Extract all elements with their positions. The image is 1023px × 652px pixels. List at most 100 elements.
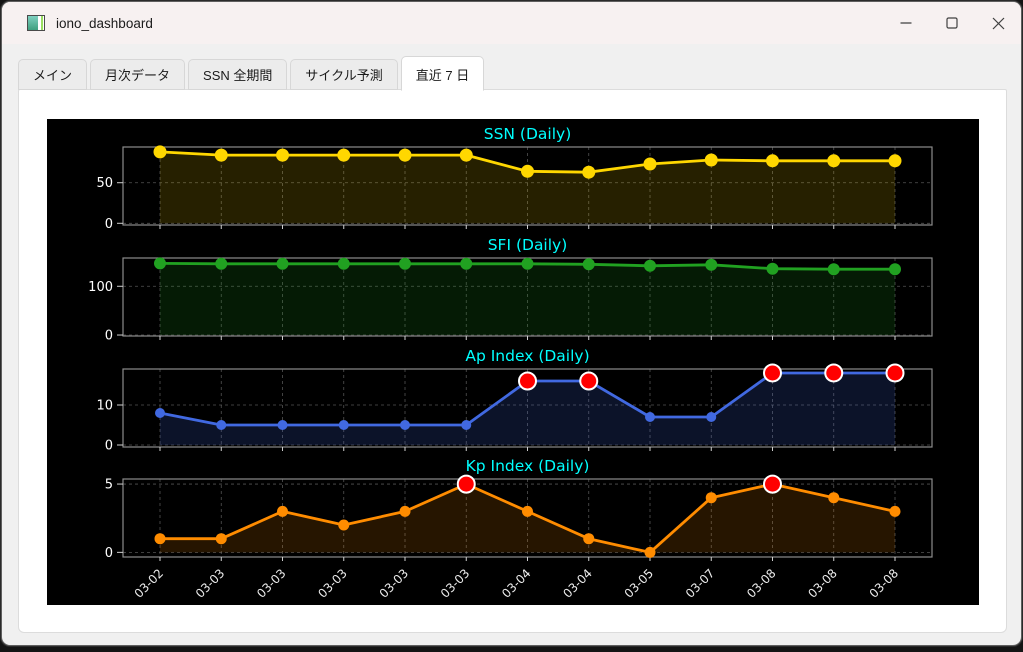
x-tick-label: 03-08 [744, 566, 779, 601]
chart-kp-index-daily: 0 5 Kp Index (Daily) 03-02 03-03 03-03 03-03 03… [105, 457, 933, 601]
minimize-button[interactable] [883, 2, 929, 44]
data-marker [644, 259, 656, 272]
data-marker [766, 262, 779, 275]
tab-monthly-data[interactable]: 月次データ [90, 59, 186, 90]
data-marker [888, 154, 902, 168]
x-tick-label: 03-03 [315, 566, 350, 601]
x-tick-label: 03-03 [377, 566, 412, 601]
x-tick-label: 03-03 [254, 566, 289, 601]
x-tick-label: 03-02 [132, 566, 167, 601]
data-marker [889, 263, 901, 276]
data-marker [153, 145, 167, 159]
data-marker [154, 257, 166, 270]
x-tick-label: 03-08 [867, 566, 902, 601]
window-title: iono_dashboard [56, 15, 153, 31]
data-marker [643, 157, 657, 171]
x-tick-label: 03-03 [193, 566, 228, 601]
chart-title: Kp Index (Daily) [466, 457, 590, 475]
event-marker [824, 363, 844, 383]
y-tick-label: 10 [96, 399, 113, 414]
data-marker [276, 257, 289, 270]
tab-main[interactable]: メイン [18, 59, 88, 90]
chart-title: SFI (Daily) [488, 236, 568, 254]
data-marker [276, 148, 289, 162]
data-marker [155, 408, 165, 418]
tab-cycle-forecast[interactable]: サイクル予測 [290, 59, 398, 90]
data-marker [644, 546, 656, 558]
data-marker [337, 257, 350, 270]
data-marker [706, 412, 717, 422]
data-marker [215, 533, 227, 545]
data-marker [215, 257, 228, 270]
data-marker [216, 420, 227, 430]
data-marker [214, 148, 228, 162]
event-marker [885, 363, 905, 383]
y-tick-label: 50 [96, 176, 113, 191]
minimize-icon [900, 22, 912, 24]
data-marker [338, 519, 350, 531]
data-marker [827, 263, 840, 276]
x-tick-label: 03-04 [560, 566, 595, 601]
maximize-icon [946, 17, 958, 29]
y-tick-label: 100 [88, 280, 113, 295]
event-marker [579, 371, 599, 391]
chart-ssn-daily: 0 50 SSN (Daily) [96, 125, 933, 232]
data-marker [461, 420, 472, 430]
tab-ssn-all-period[interactable]: SSN 全期間 [188, 59, 288, 90]
data-marker [154, 533, 166, 545]
chart-title: SSN (Daily) [484, 125, 572, 143]
data-marker [521, 164, 534, 178]
event-marker [518, 371, 537, 391]
tab-bar: メイン 月次データ SSN 全期間 サイクル予測 直近 7 日 [18, 44, 1005, 91]
tab-last-7-days[interactable]: 直近 7 日 [400, 56, 485, 91]
data-marker [399, 257, 411, 270]
data-marker [337, 148, 351, 162]
data-marker [827, 154, 841, 168]
x-tick-label: 03-03 [438, 566, 473, 601]
chart-sfi-daily: 0 100 SFI (Daily) [88, 236, 933, 344]
tab-page-last-7-days: 0 50 SSN (Daily) 0 100 SFI (Daily) 0 10 Ap Index… [18, 89, 1007, 633]
event-marker [456, 474, 476, 494]
data-marker [460, 257, 473, 270]
y-tick-label: 0 [105, 439, 113, 454]
data-marker [645, 412, 655, 422]
window-controls [883, 2, 1021, 44]
title-bar[interactable]: iono_dashboard [2, 2, 1021, 44]
y-tick-label: 0 [105, 546, 113, 561]
close-button[interactable] [975, 2, 1021, 44]
data-marker [583, 533, 595, 545]
data-marker [277, 505, 288, 517]
x-tick-label: 03-05 [622, 566, 657, 601]
close-icon [992, 17, 1004, 29]
area-fill [160, 263, 895, 335]
data-marker [400, 420, 410, 430]
data-marker [582, 165, 596, 179]
x-tick-label: 03-04 [499, 566, 534, 601]
event-marker [763, 474, 782, 494]
data-marker [399, 505, 411, 517]
area-fill [160, 151, 895, 224]
x-tick-label: 03-08 [805, 566, 840, 601]
event-marker [763, 363, 782, 383]
data-marker [705, 492, 717, 504]
data-marker [277, 420, 288, 430]
data-marker [521, 257, 534, 270]
app-icon [27, 15, 45, 31]
data-marker [766, 154, 779, 168]
chart-ap-index-daily: 0 10 Ap Index (Daily) [96, 347, 933, 454]
x-tick-label: 03-07 [683, 566, 718, 601]
data-marker [889, 505, 901, 517]
maximize-button[interactable] [929, 2, 975, 44]
data-marker [459, 148, 473, 162]
data-marker [522, 505, 533, 517]
data-marker [828, 492, 840, 504]
y-tick-label: 0 [105, 329, 113, 344]
data-marker [582, 258, 595, 271]
y-tick-label: 0 [105, 217, 113, 232]
data-marker [398, 148, 412, 162]
data-marker [705, 258, 718, 271]
chart-title: Ap Index (Daily) [465, 347, 589, 365]
y-tick-label: 5 [105, 478, 113, 493]
